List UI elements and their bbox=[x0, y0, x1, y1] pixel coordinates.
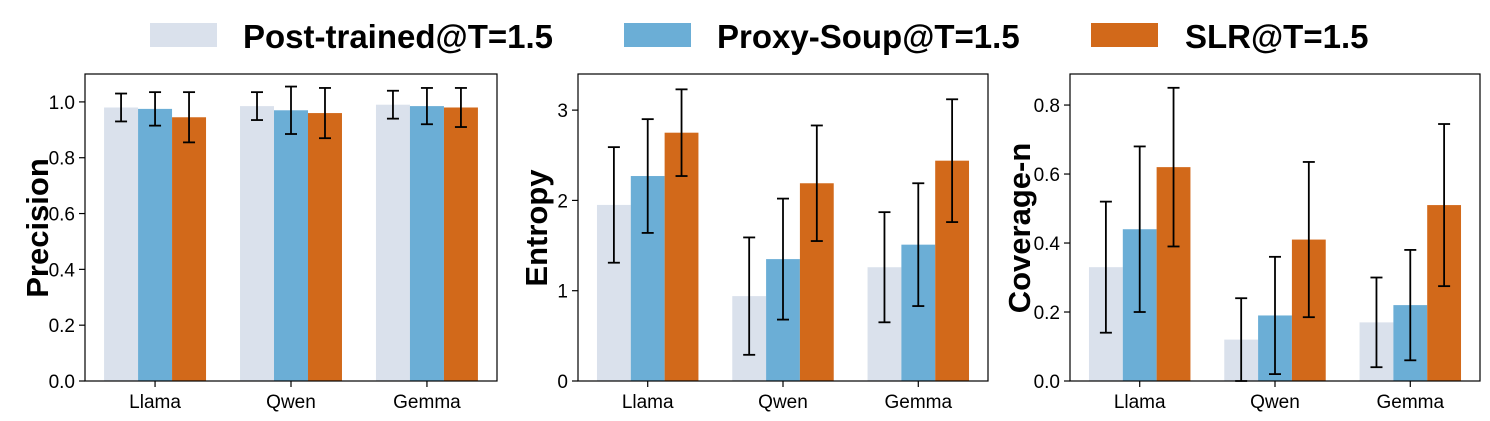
errorbar-precision-post-trained-llama bbox=[115, 92, 128, 123]
bar-precision-proxy-soup-llama bbox=[138, 108, 173, 381]
legend-label-post-trained: Post-trained@T=1.5 bbox=[243, 18, 553, 55]
legend: Post-trained@T=1.5 Proxy-Soup@T=1.5 SLR@… bbox=[150, 18, 1368, 55]
errorbar-entropy-proxy-soup-gemma bbox=[912, 182, 925, 307]
coverage-n-xtick-label-llama: Llama bbox=[1114, 392, 1166, 413]
bar-precision-proxy-soup-gemma bbox=[409, 106, 444, 381]
precision-ytick-label: 0.0 bbox=[49, 372, 75, 393]
errorbar-coverage-n-post-trained-llama bbox=[1099, 200, 1112, 334]
bar-precision-slr-llama bbox=[172, 117, 207, 381]
bar-precision-post-trained-llama bbox=[104, 107, 139, 382]
errorbar-precision-proxy-soup-gemma bbox=[420, 87, 433, 126]
entropy-axis-label: Entropy bbox=[519, 169, 554, 287]
errorbar-entropy-slr-qwen bbox=[810, 124, 823, 242]
errorbar-coverage-n-proxy-soup-qwen bbox=[1269, 255, 1281, 376]
errorbar-precision-proxy-soup-llama bbox=[149, 91, 162, 127]
errorbar-coverage-n-proxy-soup-gemma bbox=[1404, 249, 1417, 362]
precision-xtick-label-llama: Llama bbox=[129, 392, 181, 413]
errorbar-coverage-n-slr-qwen bbox=[1302, 161, 1315, 319]
coverage-n-xtick-label-gemma: Gemma bbox=[1376, 392, 1444, 413]
bar-precision-slr-gemma bbox=[443, 107, 478, 382]
legend-label-proxy-soup: Proxy-Soup@T=1.5 bbox=[717, 18, 1020, 55]
bar-precision-post-trained-gemma bbox=[375, 104, 410, 381]
entropy-xtick-label-qwen: Qwen bbox=[758, 392, 808, 413]
errorbar-entropy-post-trained-llama bbox=[607, 146, 620, 264]
entropy-ytick-label: 0 bbox=[557, 372, 568, 393]
errorbar-precision-slr-qwen bbox=[318, 87, 331, 140]
errorbar-precision-post-trained-gemma bbox=[386, 89, 399, 120]
errorbar-precision-slr-gemma bbox=[454, 87, 467, 128]
errorbar-precision-post-trained-qwen bbox=[251, 91, 264, 121]
entropy-xtick-label-llama: Llama bbox=[622, 392, 674, 413]
errorbar-precision-proxy-soup-qwen bbox=[285, 85, 297, 135]
coverage-n-ytick-label: 0.6 bbox=[1034, 165, 1060, 186]
precision-ytick-label: 0.4 bbox=[49, 260, 76, 281]
coverage-n-ytick-label: 0.0 bbox=[1034, 372, 1060, 393]
legend-swatch-slr bbox=[1091, 23, 1158, 47]
precision-xtick-label-gemma: Gemma bbox=[393, 392, 461, 413]
coverage-n-xtick-label-qwen: Qwen bbox=[1250, 392, 1300, 413]
precision-ytick-label: 0.6 bbox=[49, 205, 75, 226]
bar-precision-slr-qwen bbox=[307, 113, 342, 381]
entropy-ytick-label: 1 bbox=[557, 282, 568, 303]
errorbar-coverage-n-post-trained-gemma bbox=[1370, 276, 1383, 369]
precision-ytick-label: 0.2 bbox=[49, 316, 75, 337]
errorbar-coverage-n-slr-llama bbox=[1167, 86, 1180, 248]
errorbar-entropy-slr-gemma bbox=[946, 98, 959, 223]
entropy-ytick-label: 3 bbox=[557, 101, 568, 122]
errorbar-entropy-post-trained-gemma bbox=[878, 211, 891, 324]
errorbar-precision-slr-llama bbox=[183, 91, 196, 144]
bar-precision-proxy-soup-qwen bbox=[274, 110, 308, 381]
errorbar-entropy-proxy-soup-llama bbox=[641, 118, 654, 234]
errorbar-entropy-proxy-soup-qwen bbox=[777, 197, 789, 321]
coverage-n-ytick-label: 0.2 bbox=[1034, 303, 1060, 324]
precision-panel: Precision 0.0 0.2 0.4 0.6 0.8 1.0 Llama Qwen Gem… bbox=[20, 73, 498, 413]
coverage-n-ytick-label: 0.4 bbox=[1034, 234, 1061, 255]
errorbar-entropy-post-trained-qwen bbox=[743, 236, 756, 356]
legend-swatch-post-trained bbox=[150, 23, 217, 47]
legend-label-slr: SLR@T=1.5 bbox=[1185, 18, 1368, 55]
bar-precision-post-trained-qwen bbox=[240, 106, 275, 381]
precision-ytick-label: 0.8 bbox=[49, 149, 75, 170]
precision-axis-label: Precision bbox=[20, 158, 55, 298]
coverage-n-ytick-label: 0.8 bbox=[1034, 96, 1060, 117]
errorbar-coverage-n-slr-gemma bbox=[1438, 123, 1451, 288]
errorbar-entropy-slr-llama bbox=[675, 88, 688, 177]
precision-xtick-label-qwen: Qwen bbox=[266, 392, 316, 413]
entropy-ytick-label: 2 bbox=[557, 191, 568, 212]
coverage-n-axis-label: Coverage-n bbox=[1002, 143, 1037, 314]
entropy-panel: Entropy 0 1 2 3 Llama Qwen Gemma bbox=[519, 73, 989, 413]
precision-ytick-label: 1.0 bbox=[49, 93, 75, 114]
entropy-xtick-label-gemma: Gemma bbox=[884, 392, 952, 413]
legend-swatch-proxy-soup bbox=[624, 23, 691, 47]
errorbar-coverage-n-proxy-soup-llama bbox=[1133, 145, 1146, 313]
coverage-n-panel: Coverage-n 0.0 0.2 0.4 0.6 0.8 Llama Qwen Gemma bbox=[1002, 73, 1481, 413]
